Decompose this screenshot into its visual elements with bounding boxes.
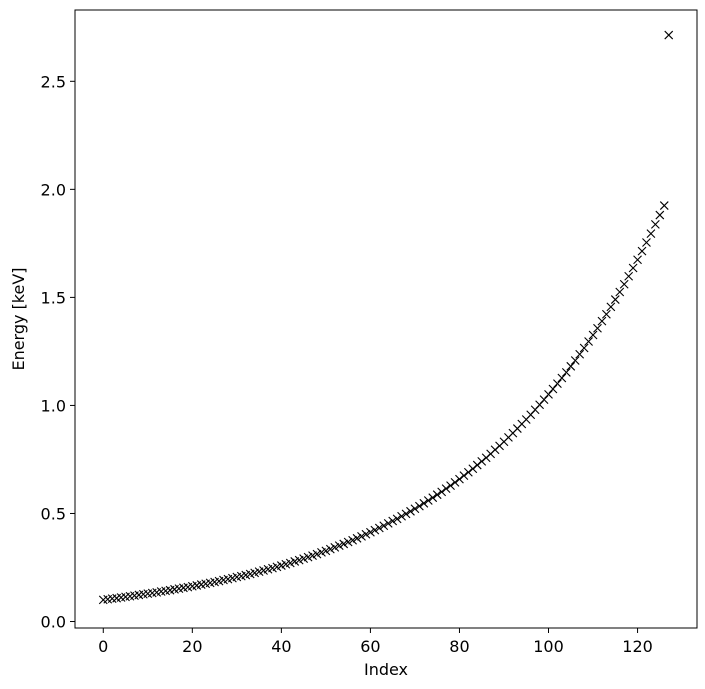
data-point [642, 238, 651, 247]
data-point [477, 457, 487, 466]
data-point [415, 501, 424, 511]
data-point [361, 529, 371, 539]
y-tick-label: 0.0 [41, 613, 66, 632]
data-point [374, 523, 384, 533]
data-point [561, 367, 571, 377]
data-point [370, 525, 380, 535]
data-point [410, 504, 420, 514]
data-point [441, 484, 451, 494]
data-point [334, 541, 344, 551]
data-point [593, 323, 602, 333]
x-tick-label: 100 [533, 637, 564, 656]
data-point [343, 537, 353, 547]
y-tick-label: 1.5 [41, 288, 66, 307]
x-axis-label: Index [364, 660, 408, 679]
data-point [446, 481, 455, 490]
data-point [570, 356, 580, 365]
data-point [557, 373, 567, 383]
x-tick-label: 20 [182, 637, 202, 656]
data-point [664, 30, 674, 40]
data-point [472, 460, 482, 470]
data-point [544, 390, 553, 399]
y-tick-label: 1.0 [41, 396, 66, 415]
data-point [366, 527, 375, 537]
data-point [619, 279, 629, 289]
y-tick-label: 0.5 [41, 504, 66, 523]
data-point [379, 521, 389, 531]
data-point [575, 349, 585, 359]
data-point [432, 490, 442, 500]
data-point [624, 271, 634, 281]
data-point [637, 246, 647, 256]
data-point [633, 255, 642, 265]
data-point [383, 519, 393, 528]
x-tick-label: 40 [271, 637, 291, 656]
data-point [321, 546, 331, 556]
data-point [610, 295, 620, 304]
data-point [459, 471, 469, 481]
y-axis-ticks: 0.0 0.5 1.0 1.5 2.0 2.5 [41, 72, 75, 632]
data-point [584, 337, 593, 346]
data-point [348, 535, 357, 545]
data-point [437, 487, 447, 497]
data-point [615, 287, 625, 297]
data-point [406, 506, 415, 516]
x-tick-label: 0 [98, 637, 108, 656]
data-point [579, 343, 589, 353]
data-point [388, 516, 398, 526]
plot-frame [74, 9, 698, 629]
data-point [655, 210, 665, 220]
x-tick-label: 60 [360, 637, 380, 656]
data-points [98, 30, 674, 605]
data-point [401, 509, 411, 519]
data-point [650, 219, 660, 229]
y-tick-label: 2.5 [41, 72, 66, 91]
x-axis-ticks: 0 20 40 60 80 100 120 [98, 628, 653, 656]
data-point [419, 498, 429, 508]
data-point [397, 511, 406, 521]
data-point [450, 477, 460, 487]
data-point [325, 544, 335, 554]
data-point [339, 539, 349, 549]
data-point [392, 514, 402, 524]
data-point [312, 549, 322, 559]
x-tick-label: 120 [622, 637, 653, 656]
data-point [566, 361, 576, 371]
data-point [659, 201, 669, 210]
y-tick-label: 2.0 [41, 180, 66, 199]
data-point [352, 533, 362, 543]
data-point [646, 229, 656, 239]
y-axis-label: Energy [keV] [9, 267, 28, 370]
x-tick-label: 80 [449, 637, 469, 656]
data-point [553, 379, 562, 388]
data-point [597, 316, 607, 326]
data-point [423, 496, 433, 505]
data-point [468, 464, 478, 474]
data-point [455, 474, 464, 484]
data-point [548, 384, 558, 394]
data-point [463, 467, 473, 477]
data-point [628, 263, 638, 273]
data-point [606, 302, 616, 312]
data-point [357, 531, 366, 541]
data-point [428, 493, 438, 503]
data-point [602, 309, 611, 319]
data-point [330, 543, 340, 552]
data-point [588, 330, 598, 340]
